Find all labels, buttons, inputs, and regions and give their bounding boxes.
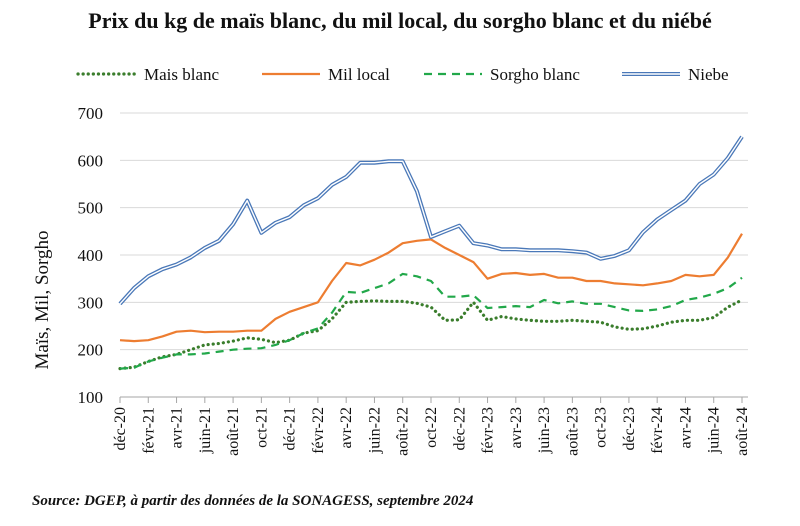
x-axis: déc-20 févr-21 avr-21 juin-21 août-21 oct-21 d… (112, 396, 751, 456)
y-tick-label: 500 (78, 199, 104, 218)
x-tick-label: déc-22 (451, 407, 468, 451)
x-tick-label: août-23 (564, 407, 581, 456)
legend-label: Sorgho blanc (490, 65, 580, 84)
x-tick-label: avr-24 (677, 407, 694, 448)
x-tick-label: oct-23 (593, 407, 610, 448)
x-tick-label: févr-22 (310, 407, 327, 454)
x-tick-label: déc-23 (621, 407, 638, 451)
x-tick-label: févr-21 (140, 407, 157, 454)
x-tick-label: déc-20 (112, 407, 129, 451)
legend-label: Mil local (328, 65, 390, 84)
source-note: Source: DGEP, à partir des données de la… (32, 493, 474, 509)
legend-label: Mais blanc (144, 65, 220, 84)
series-line-mais-blanc (118, 298, 744, 371)
legend: Mais blanc Mil local Sorgho blanc Niebe (76, 65, 729, 84)
series-line-sorgho-blanc (119, 272, 743, 370)
x-tick-label: avr-21 (169, 407, 186, 448)
x-tick-label: déc-21 (282, 407, 299, 451)
legend-label: Niebe (688, 65, 729, 84)
x-tick-label: févr-24 (649, 407, 666, 454)
x-tick-label: juin-23 (536, 407, 553, 454)
x-tick-label: avr-22 (338, 407, 355, 448)
legend-item-sorgho-blanc: Sorgho blanc (424, 65, 580, 84)
x-tick-label: oct-22 (423, 407, 440, 448)
x-tick-label: févr-23 (480, 407, 497, 454)
x-tick-label: août-24 (734, 407, 751, 456)
x-tick-label: juin-21 (197, 407, 214, 454)
x-tick-label: juin-24 (706, 407, 723, 454)
legend-item-mais-blanc: Mais blanc (76, 65, 220, 84)
y-tick-label: 400 (78, 246, 104, 265)
y-axis-label: Maïs, Mil, Sorgho (32, 230, 53, 369)
y-tick-label: 100 (78, 388, 104, 407)
legend-item-niebe: Niebe (622, 65, 729, 84)
y-tick-label: 300 (78, 293, 104, 312)
series-line-mil-local (119, 233, 743, 343)
chart-title: Prix du kg de maïs blanc, du mil local, … (88, 8, 712, 33)
y-tick-label: 600 (78, 151, 104, 170)
gridlines (120, 112, 748, 351)
x-tick-label: juin-22 (366, 407, 383, 454)
series-lines (118, 135, 744, 371)
legend-item-mil-local: Mil local (262, 65, 390, 84)
x-tick-label: oct-21 (253, 407, 270, 448)
y-tick-label: 200 (78, 341, 104, 360)
series-line-inner-niebe (119, 136, 743, 305)
x-tick-label: avr-23 (508, 407, 525, 448)
x-tick-label: août-22 (395, 407, 412, 456)
y-axis: 100 200 300 400 500 600 700 (78, 104, 104, 407)
y-tick-label: 700 (78, 104, 104, 123)
x-tick-label: août-21 (225, 407, 242, 456)
series-line-niebe (118, 135, 744, 306)
